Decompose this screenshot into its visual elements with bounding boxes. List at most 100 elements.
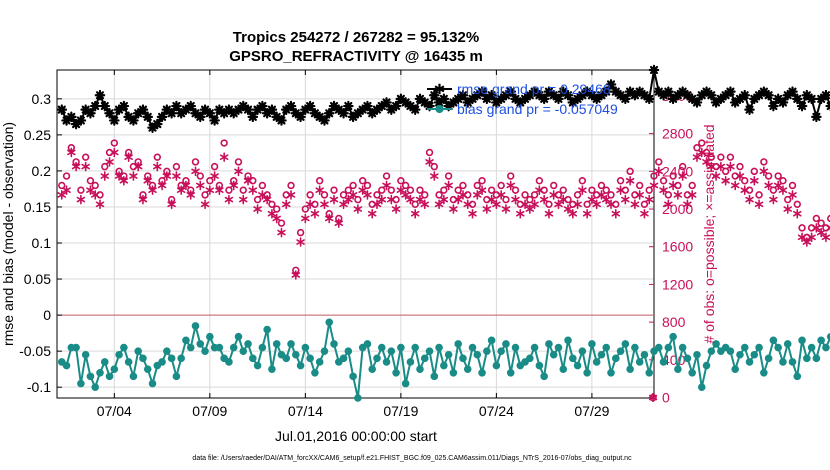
possible-point-144 xyxy=(745,186,754,194)
bias-point-12 xyxy=(115,350,123,359)
bias-point-122 xyxy=(640,350,649,359)
bias-point-31 xyxy=(206,332,214,341)
rmse-point-130 xyxy=(677,86,688,97)
assimilated-point-6 xyxy=(86,185,95,195)
bias-point-25 xyxy=(177,354,185,363)
bias-point-157 xyxy=(807,343,816,352)
assimilated-point-17 xyxy=(138,194,148,205)
possible-point-20 xyxy=(153,153,161,161)
bias-point-56 xyxy=(325,318,334,327)
assimilated-point-140 xyxy=(726,161,735,172)
assimilated-point-55 xyxy=(320,199,329,210)
assimilated-point-131 xyxy=(683,199,692,210)
rmse-point-0 xyxy=(56,104,68,115)
possible-series xyxy=(58,139,830,274)
possible-point-66 xyxy=(373,191,381,199)
assimilated-point-14 xyxy=(124,152,133,162)
possible-point-7 xyxy=(91,181,99,190)
possible-point-34 xyxy=(220,139,228,147)
rmse-point-85 xyxy=(462,97,474,108)
rmse-point-21 xyxy=(156,111,168,123)
possible-point-68 xyxy=(382,172,391,180)
rmse-point-114 xyxy=(600,86,612,97)
rmse-point-31 xyxy=(204,107,216,119)
assimilated-point-129 xyxy=(673,190,683,200)
rmse-point-42 xyxy=(257,100,268,112)
possible-point-137 xyxy=(712,162,720,171)
rmse-point-144 xyxy=(744,104,755,115)
y-right-tick-label-7: 2800 xyxy=(662,126,693,142)
possible-point-10 xyxy=(105,148,114,157)
assimilated-point-146 xyxy=(754,199,764,210)
possible-point-139 xyxy=(721,167,730,176)
bias-point-156 xyxy=(803,354,811,363)
assimilated-point-98 xyxy=(525,204,535,214)
bias-point-141 xyxy=(731,365,739,373)
possible-point-75 xyxy=(416,186,424,194)
assimilated-point-159 xyxy=(816,227,826,238)
assimilated-point-90 xyxy=(487,194,496,205)
bias-point-131 xyxy=(683,354,692,363)
rmse-point-83 xyxy=(452,93,464,105)
assimilated-point-116 xyxy=(611,208,621,219)
possible-point-114 xyxy=(602,186,610,194)
assimilated-point-5 xyxy=(81,161,90,172)
bias-point-110 xyxy=(583,368,591,377)
bias-point-78 xyxy=(430,372,439,381)
possible-point-54 xyxy=(315,177,324,185)
rmse-point-99 xyxy=(529,86,540,97)
grid xyxy=(57,70,654,398)
bias-point-107 xyxy=(569,354,577,363)
assimilated-point-11 xyxy=(110,147,119,158)
rmse-point-157 xyxy=(806,93,817,105)
y-right-tick-label-4: 1600 xyxy=(662,239,693,255)
rmse-point-38 xyxy=(237,100,249,112)
bias-point-82 xyxy=(449,368,458,377)
y-tick-label-2: 0 xyxy=(43,307,51,323)
rmse-point-148 xyxy=(763,89,774,101)
rmse-point-59 xyxy=(338,107,349,119)
assimilated-point-79 xyxy=(434,199,444,210)
possible-point-8 xyxy=(96,191,104,199)
rmse-point-117 xyxy=(615,89,626,101)
possible-point-125 xyxy=(655,158,663,166)
bias-point-30 xyxy=(201,347,209,355)
y-tick-label-8: 0.3 xyxy=(32,91,52,107)
assimilated-point-122 xyxy=(640,208,649,219)
possible-point-158 xyxy=(812,214,821,223)
assimilated-point-36 xyxy=(229,180,238,191)
rmse-point-116 xyxy=(610,86,622,97)
y-right-tick-label-3: 1200 xyxy=(662,276,693,292)
possible-point-150 xyxy=(774,172,782,180)
assimilated-point-56 xyxy=(324,213,334,224)
assimilated-point-157 xyxy=(807,232,816,243)
rmse-point-107 xyxy=(567,97,579,108)
bias-point-90 xyxy=(487,336,496,345)
possible-point-107 xyxy=(569,200,577,209)
footer-data-file: data file: /Users/raeder/DAI/ATM_forcXX/… xyxy=(192,455,632,462)
bias-point-93 xyxy=(502,340,510,348)
rmse-point-141 xyxy=(729,97,741,108)
assimilated-point-91 xyxy=(492,199,501,210)
possible-point-4 xyxy=(77,186,85,194)
rmse-point-60 xyxy=(343,100,354,112)
bias-point-41 xyxy=(253,361,262,370)
bias-point-148 xyxy=(764,354,773,363)
assimilated-point-15 xyxy=(129,171,138,181)
bias-point-7 xyxy=(91,383,100,391)
bias-point-64 xyxy=(363,340,372,348)
possible-point-15 xyxy=(129,162,138,171)
rmse-point-71 xyxy=(395,93,407,105)
rmse-point-97 xyxy=(519,93,531,105)
assimilated-point-94 xyxy=(506,180,515,191)
possible-point-97 xyxy=(521,191,529,199)
bias-point-108 xyxy=(573,361,582,370)
assimilated-point-148 xyxy=(764,180,773,191)
bias-point-150 xyxy=(774,343,782,352)
y-tick-label-7: 0.25 xyxy=(24,127,51,143)
bias-point-74 xyxy=(411,343,420,352)
possible-point-155 xyxy=(798,224,806,232)
bias-point-26 xyxy=(182,336,190,345)
possible-point-0 xyxy=(58,181,66,190)
assimilated-point-46 xyxy=(277,227,286,238)
